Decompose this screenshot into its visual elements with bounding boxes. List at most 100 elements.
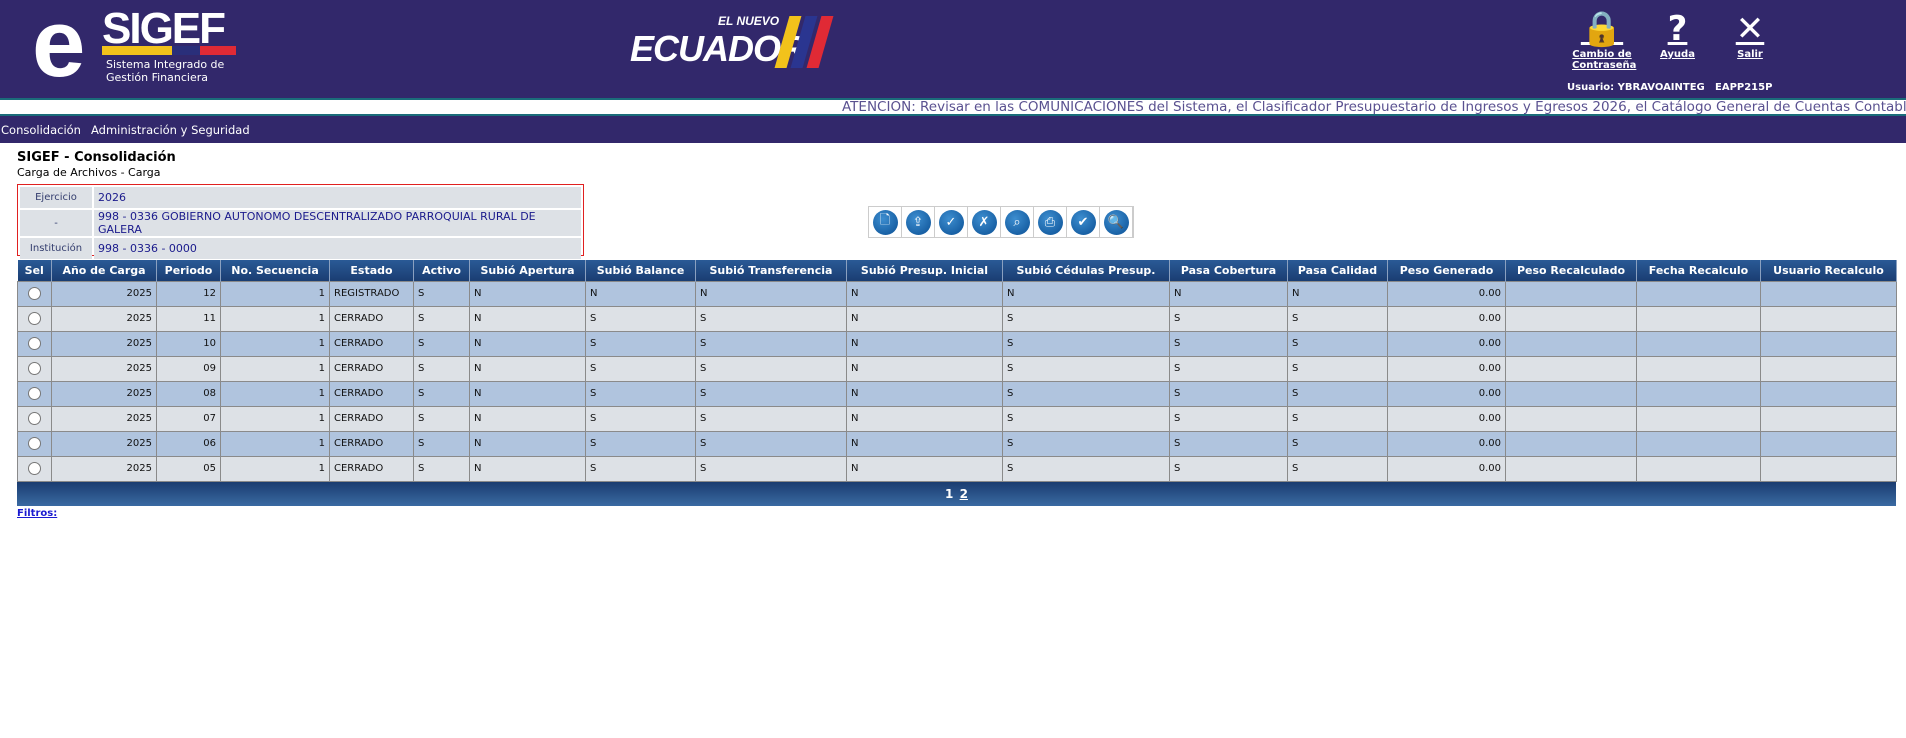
- table-cell: CERRADO: [329, 380, 414, 407]
- column-header: Año de Carga: [51, 260, 157, 281]
- table-cell: S: [585, 455, 696, 482]
- column-header: Sel: [17, 260, 52, 281]
- help-button[interactable]: ? Ayuda: [1655, 12, 1700, 60]
- table-cell: S: [1002, 405, 1170, 432]
- table-cell: S: [1287, 405, 1388, 432]
- logout-button[interactable]: ✕ Salir: [1730, 12, 1770, 60]
- toolbar: 🗋 ⇪ ✓ ✗ ⌕ ⎙ ✔ 🔍: [868, 206, 1134, 238]
- table-cell: N: [469, 455, 586, 482]
- menu-consolidacion[interactable]: Consolidación: [1, 123, 81, 137]
- table-cell: S: [585, 330, 696, 357]
- table-cell: [1760, 305, 1897, 332]
- row-select-radio[interactable]: [28, 437, 41, 450]
- table-cell: [1760, 380, 1897, 407]
- table-cell: CERRADO: [329, 430, 414, 457]
- table-cell: S: [695, 455, 847, 482]
- close-icon: ✕: [1735, 9, 1765, 49]
- pagination: 1 2: [17, 482, 1896, 506]
- table-cell: N: [469, 355, 586, 382]
- change-password-button[interactable]: 🔒 Cambio de Contraseña: [1572, 9, 1637, 71]
- table-cell: 06: [156, 430, 221, 457]
- table-cell: [1636, 405, 1761, 432]
- page-1[interactable]: 1: [945, 487, 954, 501]
- table-cell: [1505, 380, 1637, 407]
- table-cell: 2025: [51, 280, 157, 307]
- search-icon: 🔍: [1103, 209, 1129, 235]
- table-cell: N: [846, 430, 1003, 457]
- column-header: Pasa Calidad: [1287, 260, 1388, 281]
- table-cell: S: [695, 430, 847, 457]
- table-row[interactable]: 2025 08 1 CERRADO S N S S N S S S 0.00: [17, 380, 1897, 407]
- table-cell: S: [413, 380, 470, 407]
- table-cell: 0.00: [1387, 430, 1506, 457]
- data-grid: Sel Año de Carga Periodo No. Secuencia Estad…: [17, 260, 1897, 482]
- table-cell: S: [585, 355, 696, 382]
- table-cell: [1505, 305, 1637, 332]
- column-header: Peso Recalculado: [1505, 260, 1637, 281]
- table-cell: CERRADO: [329, 330, 414, 357]
- select-cell: [17, 280, 52, 307]
- table-cell: S: [1002, 355, 1170, 382]
- search-button[interactable]: 🔍: [1100, 207, 1133, 237]
- row-select-radio[interactable]: [28, 362, 41, 375]
- table-row[interactable]: 2025 07 1 CERRADO S N S S N S S S 0.00: [17, 405, 1897, 432]
- table-cell: N: [846, 355, 1003, 382]
- table-row[interactable]: 2025 06 1 CERRADO S N S S N S S S 0.00: [17, 430, 1897, 457]
- info-label: -: [20, 210, 92, 236]
- table-cell: 1: [220, 305, 330, 332]
- table-cell: N: [846, 280, 1003, 307]
- approve-button[interactable]: ✔: [1067, 207, 1100, 237]
- row-select-radio[interactable]: [28, 287, 41, 300]
- info-label: Institución: [20, 238, 92, 259]
- table-cell: S: [585, 380, 696, 407]
- row-select-radio[interactable]: [28, 337, 41, 350]
- table-cell: 1: [220, 330, 330, 357]
- table-cell: 1: [220, 405, 330, 432]
- info-panel: Ejercicio 2026 -998 - 0336 GOBIERNO AUTON…: [17, 184, 584, 259]
- table-cell: S: [585, 430, 696, 457]
- table-cell: S: [1002, 330, 1170, 357]
- table-cell: 0.00: [1387, 355, 1506, 382]
- select-cell: [17, 355, 52, 382]
- table-cell: S: [585, 305, 696, 332]
- menu-administracion[interactable]: Administración y Seguridad: [91, 123, 250, 137]
- table-cell: S: [1002, 430, 1170, 457]
- table-cell: [1505, 405, 1637, 432]
- table-cell: S: [413, 280, 470, 307]
- page-2[interactable]: 2: [959, 487, 968, 501]
- info-value: 998 - 0336 - 0000: [94, 238, 581, 259]
- table-cell: N: [846, 405, 1003, 432]
- table-cell: S: [695, 330, 847, 357]
- delete-file-button[interactable]: ✗: [968, 207, 1001, 237]
- upload-icon: ⇪: [905, 209, 931, 235]
- upload-button[interactable]: ⇪: [902, 207, 935, 237]
- row-select-radio[interactable]: [28, 312, 41, 325]
- table-cell: S: [413, 405, 470, 432]
- table-cell: S: [1169, 305, 1288, 332]
- table-cell: S: [413, 305, 470, 332]
- table-row[interactable]: 2025 11 1 CERRADO S N S S N S S S 0.00: [17, 305, 1897, 332]
- table-cell: S: [585, 405, 696, 432]
- row-select-radio[interactable]: [28, 387, 41, 400]
- view-file-button[interactable]: ⌕: [1001, 207, 1034, 237]
- row-select-radio[interactable]: [28, 462, 41, 475]
- table-cell: N: [585, 280, 696, 307]
- table-row[interactable]: 2025 10 1 CERRADO S N S S N S S S 0.00: [17, 330, 1897, 357]
- page-title: SIGEF - Consolidación: [17, 150, 176, 165]
- table-cell: [1760, 280, 1897, 307]
- table-cell: N: [469, 405, 586, 432]
- table-cell: N: [695, 280, 847, 307]
- column-header: Subió Apertura: [469, 260, 586, 281]
- row-select-radio[interactable]: [28, 412, 41, 425]
- filters-link[interactable]: Filtros:: [17, 508, 58, 519]
- print-button[interactable]: ⎙: [1034, 207, 1067, 237]
- column-header: Periodo: [156, 260, 221, 281]
- table-row[interactable]: 2025 05 1 CERRADO S N S S N S S S 0.00: [17, 455, 1897, 482]
- table-row[interactable]: 2025 09 1 CERRADO S N S S N S S S 0.00: [17, 355, 1897, 382]
- table-cell: S: [1287, 380, 1388, 407]
- table-cell: 07: [156, 405, 221, 432]
- table-cell: [1636, 380, 1761, 407]
- table-row[interactable]: 2025 12 1 REGISTRADO S N N N N N N N 0.00: [17, 280, 1897, 307]
- validate-grid-button[interactable]: ✓: [935, 207, 968, 237]
- new-file-button[interactable]: 🗋: [869, 207, 902, 237]
